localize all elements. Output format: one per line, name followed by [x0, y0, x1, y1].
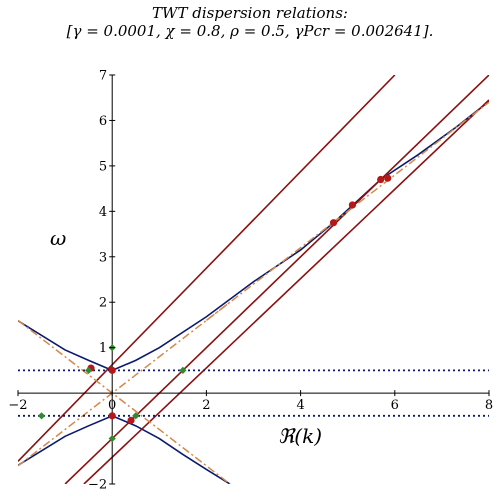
- y-axis-label: ω: [50, 226, 66, 250]
- x-tick-label-3: 4: [296, 398, 304, 413]
- crossing-marker-3: [179, 366, 187, 374]
- x-tick-label-0: −2: [8, 398, 27, 413]
- x-axis-label: ℜ(k): [278, 424, 322, 448]
- x-tick-label-4: 6: [391, 398, 399, 413]
- intersection-point-6: [377, 175, 385, 184]
- crossing-marker-4: [37, 412, 46, 420]
- intersection-point-7: [384, 174, 392, 182]
- intersection-point-1: [108, 366, 116, 374]
- intersection-point-4: [329, 219, 338, 227]
- series-line-7: [205, 101, 489, 321]
- crossing-marker-5: [132, 412, 140, 420]
- y-tick-label-4: 4: [99, 205, 107, 220]
- series-line-6: [18, 301, 231, 467]
- x-tick-label-2: 2: [202, 398, 210, 413]
- series-line-5: [18, 319, 231, 484]
- series-line-1: [18, 414, 231, 484]
- x-tick-label-5: 8: [485, 398, 493, 413]
- intersection-point-5: [348, 201, 357, 209]
- y-tick-label-0: −2: [88, 478, 107, 493]
- crossing-marker-2: [108, 434, 116, 443]
- chart-subtitle: [γ = 0.0001, χ = 0.8, ρ = 0.5, γPcr = 0.…: [66, 22, 434, 40]
- y-tick-label-5: 5: [99, 159, 107, 174]
- x-tick-label-1: 0: [108, 398, 116, 413]
- y-tick-label-2: 2: [99, 296, 107, 311]
- chart-title: TWT dispersion relations:: [152, 4, 348, 22]
- y-tick-label-6: 6: [99, 114, 107, 129]
- y-tick-label-3: 3: [99, 250, 107, 265]
- series-line-4: [83, 99, 489, 484]
- intersection-point-3: [127, 416, 135, 424]
- series-line-0: [18, 100, 489, 372]
- y-tick-label-7: 7: [99, 69, 107, 84]
- series-line-2: [18, 75, 396, 462]
- intersection-point-2: [108, 412, 116, 420]
- crossing-marker-0: [85, 366, 93, 374]
- y-tick-label-1: 1: [99, 341, 107, 356]
